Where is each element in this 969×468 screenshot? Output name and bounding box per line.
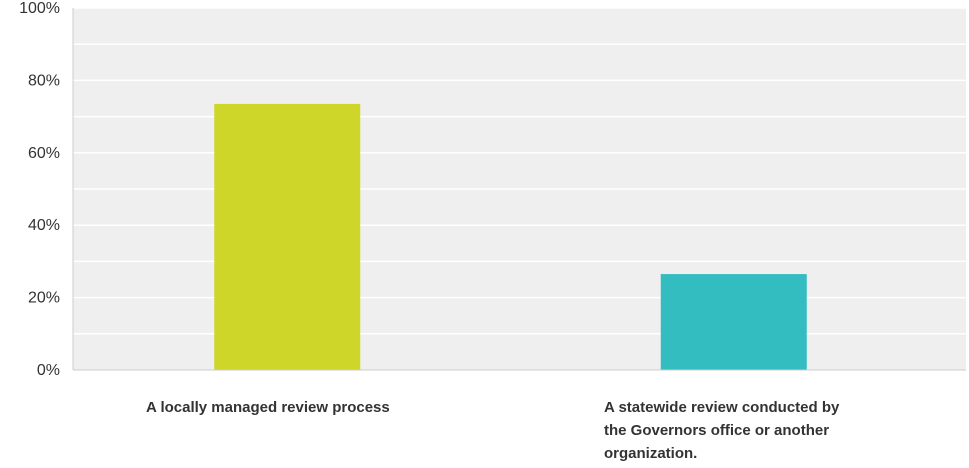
x-category-label-statewide: A statewide review conducted by the Gove…	[604, 399, 840, 462]
y-tick-label: 60%	[28, 145, 60, 162]
y-axis-tick-labels: 0% 20% 40% 60% 80% 100%	[19, 0, 60, 379]
x-category-label-local: A locally managed review process	[146, 399, 390, 416]
y-tick-label: 20%	[28, 290, 60, 307]
y-tick-label: 40%	[28, 217, 60, 234]
bar	[660, 274, 807, 370]
bars	[214, 103, 807, 371]
y-tick-label: 100%	[19, 0, 60, 17]
y-tick-label: 80%	[28, 72, 60, 89]
y-tick-label: 0%	[37, 362, 60, 379]
bar	[214, 103, 361, 371]
